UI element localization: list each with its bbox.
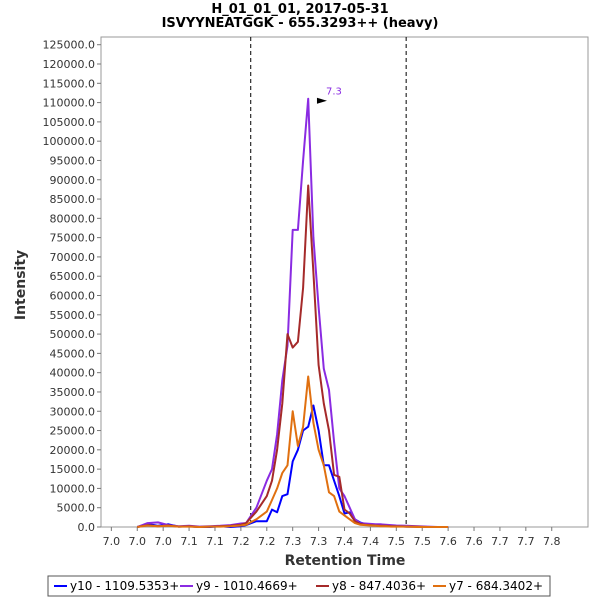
x-tick-label: 7.3 <box>310 535 328 548</box>
x-axis: 7.0 7.0 7.0 7.1 7.1 7.2 7.2 7.3 7.3 7.4 7.4 7.5 7.5 7… <box>103 527 561 548</box>
y-tick-label: 15000.0 <box>50 463 96 476</box>
y-tick-label: 55000.0 <box>50 309 96 322</box>
x-tick-label: 7.3 <box>284 535 302 548</box>
x-tick-label: 7.1 <box>206 535 224 548</box>
x-tick-label: 7.0 <box>154 535 172 548</box>
y-tick-label: 10000.0 <box>50 482 96 495</box>
y-axis: 0.0 5000.0 10000.0 15000.0 20000.0 25000.0 300… <box>43 39 101 534</box>
y-tick-label: 30000.0 <box>50 405 96 418</box>
y-tick-label: 70000.0 <box>50 251 96 264</box>
y-tick-label: 35000.0 <box>50 386 96 399</box>
peak-annotation: 7.3 <box>316 87 342 104</box>
y-tick-label: 75000.0 <box>50 232 96 245</box>
peak-label: 7.3 <box>326 87 342 98</box>
x-tick-label: 7.2 <box>232 535 250 548</box>
peak-marker-icon <box>316 97 327 104</box>
y-tick-label: 60000.0 <box>50 290 96 303</box>
y-tick-label: 25000.0 <box>50 425 96 438</box>
y-axis-label: Intensity <box>13 250 29 320</box>
y-tick-label: 90000.0 <box>50 174 96 187</box>
y-tick-label: 115000.0 <box>43 77 96 90</box>
x-tick-label: 7.0 <box>103 535 121 548</box>
x-tick-label: 7.4 <box>362 535 380 548</box>
y-tick-label: 5000.0 <box>57 502 96 515</box>
y-tick-label: 80000.0 <box>50 212 96 225</box>
legend-item-label: y7 - 684.3402+ <box>449 579 543 593</box>
x-tick-label: 7.5 <box>388 535 406 548</box>
x-axis-label: Retention Time <box>285 553 406 569</box>
y-tick-label: 85000.0 <box>50 193 96 206</box>
y-tick-label: 50000.0 <box>50 328 96 341</box>
x-tick-label: 7.4 <box>336 535 354 548</box>
y-tick-label: 20000.0 <box>50 444 96 457</box>
chart-title: H_01_01_01, 2017-05-31 <box>211 2 388 17</box>
x-tick-label: 7.0 <box>129 535 147 548</box>
series-lines <box>136 97 449 528</box>
legend-item-label: y8 - 847.4036+ <box>332 579 426 593</box>
y-tick-label: 45000.0 <box>50 347 96 360</box>
legend: y10 - 1109.5353+ y9 - 1010.4669+ y8 - 847.… <box>47 575 551 597</box>
x-tick-label: 7.8 <box>543 535 561 548</box>
x-tick-label: 7.5 <box>413 535 431 548</box>
y-tick-label: 40000.0 <box>50 367 96 380</box>
legend-box <box>47 575 551 597</box>
series-line <box>137 375 449 528</box>
x-tick-label: 7.2 <box>258 535 276 548</box>
legend-item-label: y9 - 1010.4669+ <box>196 579 298 593</box>
x-tick-label: 7.1 <box>180 535 198 548</box>
y-tick-label: 125000.0 <box>43 39 96 52</box>
plot-area <box>100 36 589 528</box>
x-tick-label: 7.6 <box>465 535 483 548</box>
y-tick-label: 105000.0 <box>43 116 96 129</box>
y-tick-label: 0.0 <box>78 521 96 534</box>
y-tick-label: 100000.0 <box>43 135 96 148</box>
x-tick-label: 7.6 <box>439 535 457 548</box>
y-tick-label: 95000.0 <box>50 154 96 167</box>
x-tick-label: 7.7 <box>491 535 509 548</box>
legend-item-label: y10 - 1109.5353+ <box>70 579 179 593</box>
chart-subtitle: ISVYYNEATGGK - 655.3293++ (heavy) <box>162 16 439 31</box>
y-tick-label: 110000.0 <box>43 97 96 110</box>
peak-boundaries <box>250 37 407 527</box>
y-tick-label: 120000.0 <box>43 58 96 71</box>
x-tick-label: 7.7 <box>517 535 535 548</box>
y-tick-label: 65000.0 <box>50 270 96 283</box>
